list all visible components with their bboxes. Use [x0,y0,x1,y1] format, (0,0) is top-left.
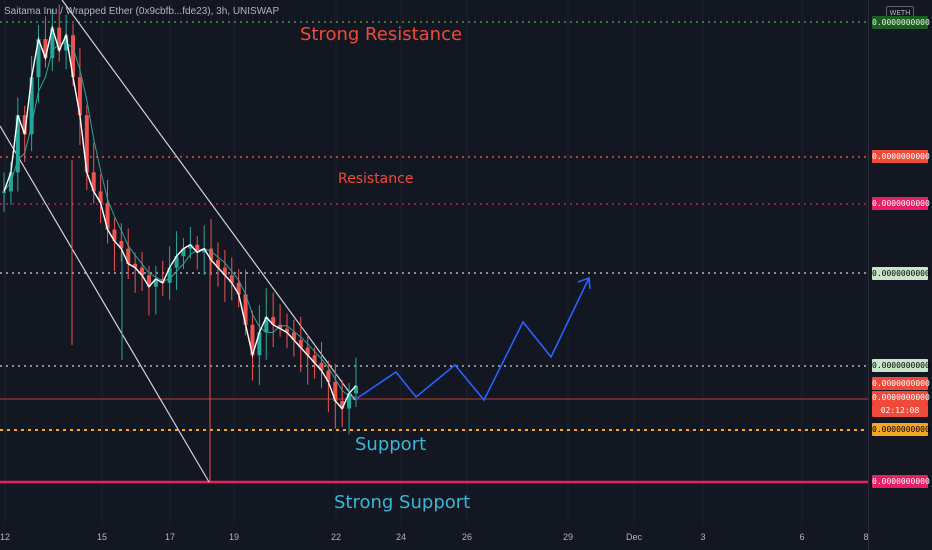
candle-body [188,244,193,249]
candle-body [195,244,200,253]
countdown-label: 02:12:08 [872,404,928,417]
x-tick-label: 22 [330,532,342,542]
moving-averages [3,24,357,410]
candle-body [153,279,158,287]
price-label: 0.0000000000 [872,475,930,488]
projection-arrowhead [577,276,591,290]
candle-body [257,332,262,356]
price-label: 0.0000000000 [872,359,930,372]
price-label: 0.0000000000 [872,377,930,390]
candle-body [140,267,145,276]
candle-body [333,381,338,401]
price-label: 0.0000000000 [872,150,930,163]
price-label: 0.0000000000 [872,197,930,210]
horizontal-levels [0,21,868,484]
candles [2,4,358,482]
candle-body [284,328,289,333]
candle-body [250,324,255,356]
symbol-title: Saitama Inu / Wrapped Ether (0x9cbfb...f… [4,6,280,17]
candle-body [36,39,41,78]
candle-body [112,229,117,241]
x-tick-label: 19 [228,532,240,542]
candle-body [298,340,303,348]
candle-body [43,39,48,59]
candle-body [291,332,296,340]
candle-body [146,275,151,287]
candle-body [133,263,138,268]
price-label: 0.0000000000 [872,423,930,436]
projection-line [355,277,590,402]
label-strong-resistance: Strong Resistance [300,24,463,45]
x-tick-label: 8 [863,532,869,542]
candle-body [57,27,62,51]
candle-body [319,362,324,371]
candle-body [305,347,310,356]
candle-body [202,248,207,253]
x-tick-label: 15 [96,532,108,542]
candle-body [167,267,172,283]
grid [4,0,867,525]
candle-body [271,317,276,325]
candle-body [243,294,248,325]
candle-body [119,240,124,249]
candle-body [50,27,55,59]
label-support: Support [355,434,427,455]
candle-body [312,355,317,363]
candle-body [326,370,331,382]
candle-body [15,115,20,173]
candle-body [105,202,110,230]
label-strong-support: Strong Support [334,492,471,513]
price-label: 0.0000000000 [872,391,930,404]
candle-body [264,317,269,333]
candle-body [22,115,27,135]
candle-body [29,77,34,135]
candle-body [236,282,241,295]
channel-lower-line [0,125,210,483]
candle-body [354,385,358,394]
candle-body [209,248,214,260]
candle-body [347,393,352,409]
descending-channel [0,0,356,483]
projection-path [355,276,591,402]
candle-body [229,275,234,283]
ma-slow-line [3,42,357,398]
x-tick-label: 12 [0,532,11,542]
candle-body [84,115,89,173]
candle-body [71,35,76,78]
candle-body [222,267,227,276]
candle-body [77,77,82,116]
candle-body [340,400,345,409]
x-tick-label: 6 [799,532,805,542]
candle-body [91,172,96,192]
x-tick-label: 26 [461,532,473,542]
candle-body [174,256,179,268]
x-tick-label: 24 [395,532,407,542]
x-tick-label: 3 [700,532,706,542]
price-label: 0.0000000000 [872,16,930,29]
channel-upper-line [61,0,356,401]
candle-body [181,248,186,257]
candle-body [98,191,103,203]
label-resistance: Resistance [338,171,414,187]
price-label: 0.0000000000 [872,267,930,280]
x-tick-label: Dec [625,532,643,542]
close-line [3,24,357,410]
candle-body [126,248,131,264]
x-tick-label: 17 [164,532,176,542]
candle-body [2,191,6,193]
x-tick-label: 29 [562,532,574,542]
candle-body [215,260,220,268]
candle-body [278,324,283,329]
